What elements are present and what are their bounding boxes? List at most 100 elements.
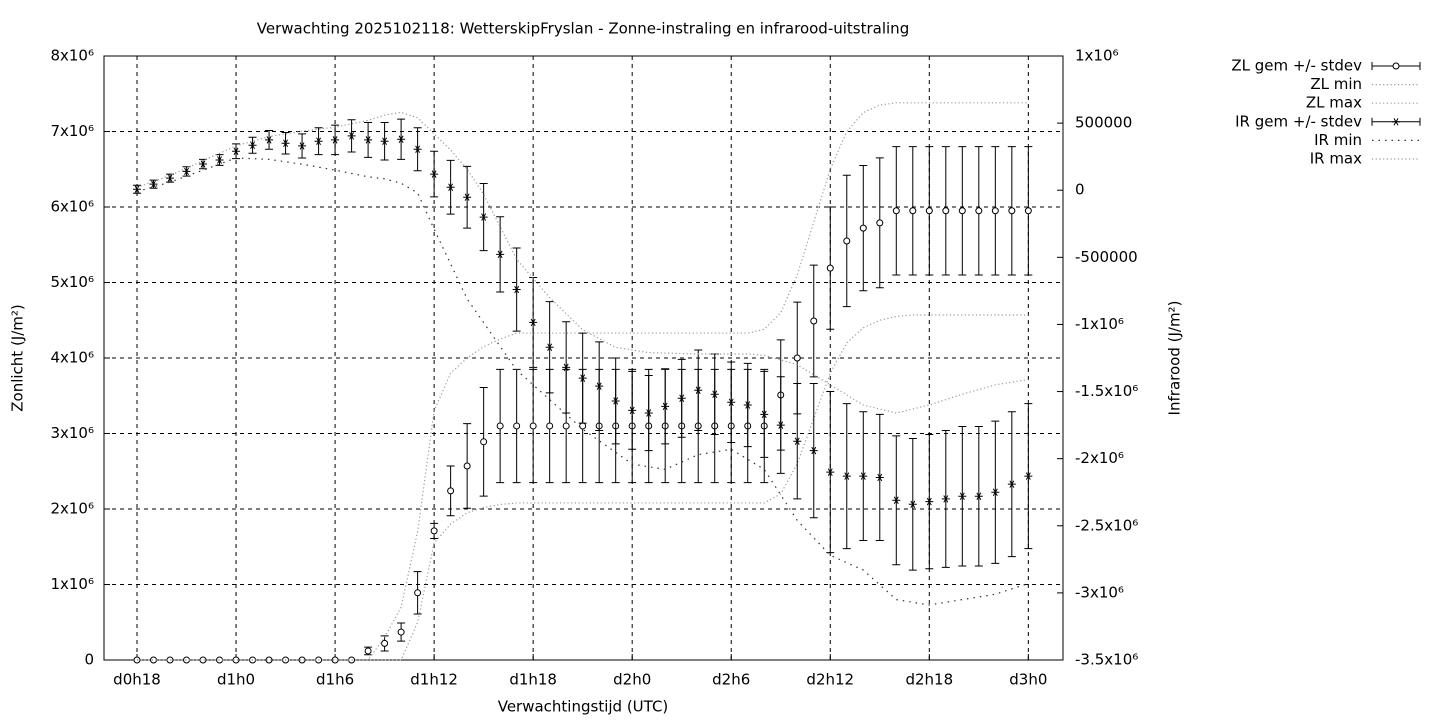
y2-tick-label: 500000	[1075, 114, 1132, 132]
legend-label: ZL max	[1306, 94, 1362, 112]
legend-label: ZL gem +/- stdev	[1231, 57, 1362, 75]
marker	[265, 136, 274, 144]
marker	[942, 207, 950, 215]
x-tick-label: d1h18	[509, 671, 557, 689]
marker	[661, 402, 670, 411]
y-tick-label: 2x10⁶	[50, 500, 94, 518]
marker	[909, 207, 917, 215]
y-tick-label: 4x10⁶	[50, 349, 94, 367]
marker	[579, 422, 587, 430]
marker	[876, 219, 884, 227]
legend-marker	[1392, 62, 1400, 70]
x-tick-label: d1h0	[217, 671, 255, 689]
x-tick-label: d0h18	[113, 671, 161, 689]
x-axis-label: Verwachtingstijd (UTC)	[498, 698, 669, 716]
marker	[842, 472, 851, 480]
marker	[859, 472, 868, 480]
y-axis-label: Zonlicht (J/m²)	[9, 304, 27, 412]
marker	[843, 237, 851, 245]
marker	[447, 487, 455, 495]
marker	[941, 495, 950, 503]
marker	[991, 488, 1000, 496]
marker	[776, 421, 785, 429]
marker	[479, 213, 488, 221]
marker	[908, 500, 917, 509]
marker	[414, 589, 422, 597]
marker	[529, 422, 537, 430]
marker	[991, 207, 999, 215]
y-tick-label: 3x10⁶	[50, 424, 94, 442]
marker	[446, 183, 455, 191]
marker	[364, 136, 373, 144]
marker	[364, 647, 372, 655]
marker	[595, 382, 604, 390]
marker	[149, 180, 158, 188]
y2-tick-label: -2x10⁶	[1075, 449, 1124, 467]
plot-border	[103, 55, 1064, 661]
marker	[348, 656, 356, 664]
marker	[480, 438, 488, 446]
chart-title: Verwachting 2025102118: WetterskipFrysla…	[257, 20, 909, 38]
legend-label: IR max	[1310, 150, 1362, 168]
marker	[958, 207, 966, 215]
marker	[347, 132, 356, 140]
marker	[975, 207, 983, 215]
y-tick-label: 5x10⁶	[50, 273, 94, 291]
marker	[463, 193, 472, 201]
marker	[1024, 472, 1033, 480]
marker	[925, 207, 933, 215]
marker	[826, 264, 834, 272]
y2-tick-label: -500000	[1075, 248, 1138, 266]
x-tick-label: d1h6	[316, 671, 354, 689]
marker	[826, 468, 835, 476]
y-tick-label: 0	[84, 651, 94, 669]
marker	[644, 409, 653, 417]
y2-tick-label: -3x10⁶	[1075, 583, 1124, 601]
marker	[182, 167, 191, 176]
marker	[183, 656, 191, 664]
marker	[562, 422, 570, 430]
x-tick-label: d2h12	[806, 671, 854, 689]
marker	[314, 137, 323, 145]
marker	[298, 142, 307, 150]
line	[137, 314, 1029, 661]
x-tick-label: d2h6	[712, 671, 750, 689]
marker	[1007, 480, 1016, 488]
marker	[215, 156, 224, 164]
marker	[578, 374, 587, 382]
marker	[611, 397, 620, 405]
marker	[710, 390, 719, 398]
y2-tick-label: -3.5x10⁶	[1075, 651, 1138, 669]
marker	[694, 386, 703, 394]
marker	[496, 250, 505, 259]
marker	[958, 492, 967, 500]
marker	[1008, 207, 1016, 215]
marker	[199, 160, 208, 168]
legend-label: ZL min	[1310, 75, 1362, 93]
marker	[232, 147, 241, 156]
legend-label: IR gem +/- stdev	[1235, 112, 1362, 130]
marker	[1024, 207, 1032, 215]
y-tick-label: 8x10⁶	[50, 47, 94, 65]
line	[136, 111, 1029, 414]
y2-tick-label: -1x10⁶	[1075, 315, 1124, 333]
marker	[545, 343, 554, 351]
legend-marker	[1392, 118, 1400, 126]
marker	[562, 363, 571, 372]
y2-tick-label: 1x10⁶	[1075, 47, 1119, 65]
y2-axis-label: Infrarood (J/m²)	[1166, 301, 1184, 416]
marker	[875, 473, 884, 482]
marker	[512, 285, 521, 294]
marker	[859, 224, 867, 232]
y-tick-label: 6x10⁶	[50, 198, 94, 216]
y2-tick-label: -2.5x10⁶	[1075, 516, 1138, 534]
marker	[331, 656, 339, 664]
marker	[232, 656, 240, 664]
marker	[331, 136, 340, 144]
marker	[298, 656, 306, 664]
y2-tick-label: 0	[1075, 181, 1085, 199]
marker	[529, 318, 538, 327]
